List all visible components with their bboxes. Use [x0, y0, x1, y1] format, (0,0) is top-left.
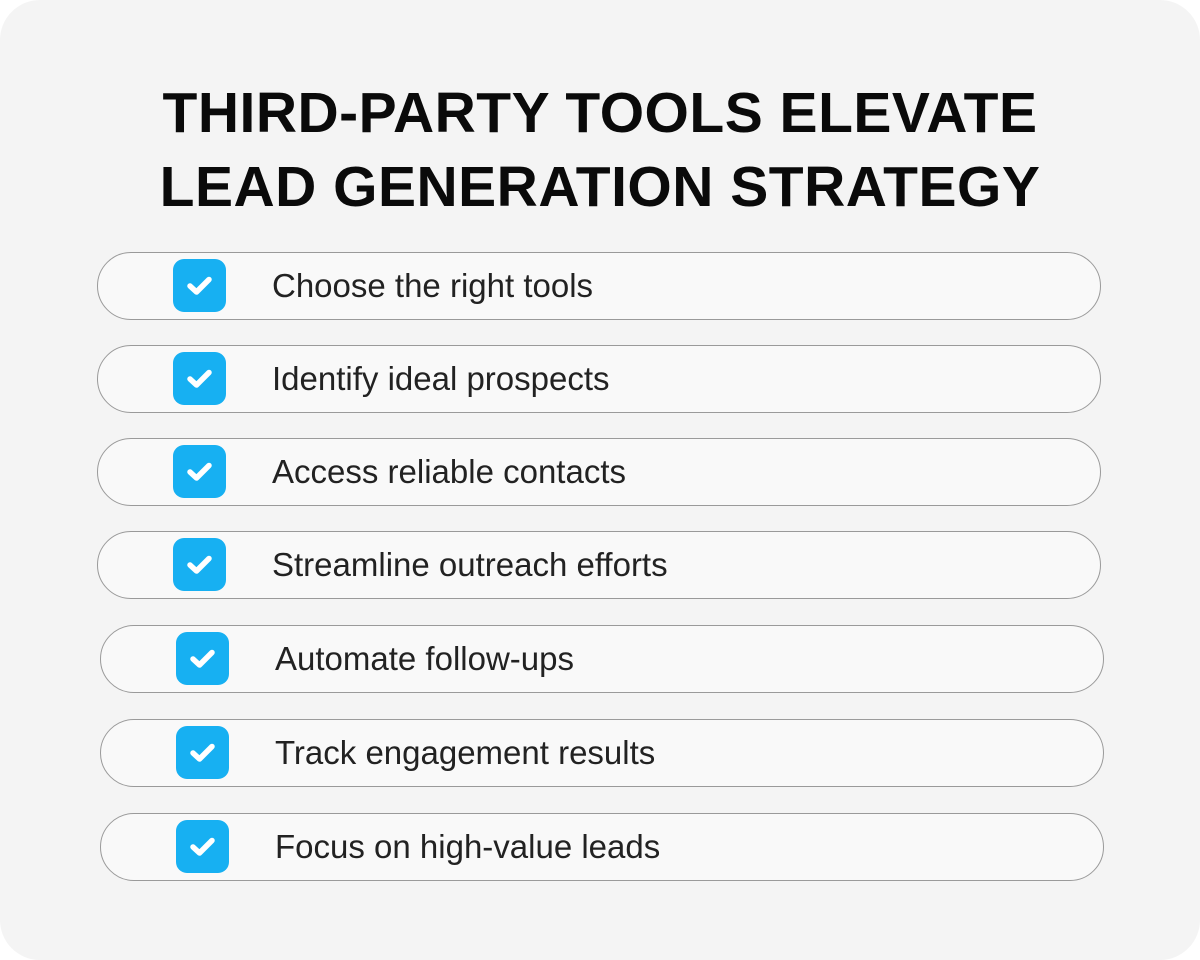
checklist-item: Automate follow-ups — [100, 625, 1104, 693]
checkbox — [176, 632, 229, 685]
checklist-item: Access reliable contacts — [97, 438, 1101, 506]
check-icon — [187, 276, 212, 295]
title-line-1: THIRD-PARTY TOOLS ELEVATE — [162, 81, 1038, 145]
checkbox — [173, 538, 226, 591]
checklist-item: Identify ideal prospects — [97, 345, 1101, 413]
checklist-item: Track engagement results — [100, 719, 1104, 787]
checkbox — [173, 259, 226, 312]
checklist-item: Focus on high-value leads — [100, 813, 1104, 881]
checkbox — [173, 352, 226, 405]
check-icon — [190, 837, 215, 856]
item-label: Streamline outreach efforts — [272, 546, 668, 583]
check-icon — [187, 462, 212, 481]
title-line-2: LEAD GENERATION STRATEGY — [159, 155, 1041, 219]
checkbox — [176, 820, 229, 873]
item-label: Track engagement results — [275, 734, 656, 771]
check-icon — [187, 555, 212, 574]
page-title: THIRD-PARTY TOOLS ELEVATE LEAD GENERATIO… — [0, 76, 1200, 224]
item-label: Focus on high-value leads — [275, 828, 661, 865]
checkbox — [173, 445, 226, 498]
checklist-item: Choose the right tools — [97, 252, 1101, 320]
checkbox — [176, 726, 229, 779]
item-label: Identify ideal prospects — [272, 360, 610, 397]
item-label: Access reliable contacts — [272, 453, 626, 490]
check-icon — [190, 743, 215, 762]
check-icon — [187, 369, 212, 388]
checklist-item: Streamline outreach efforts — [97, 531, 1101, 599]
item-label: Choose the right tools — [272, 267, 594, 304]
check-icon — [190, 649, 215, 668]
item-label: Automate follow-ups — [275, 640, 574, 677]
